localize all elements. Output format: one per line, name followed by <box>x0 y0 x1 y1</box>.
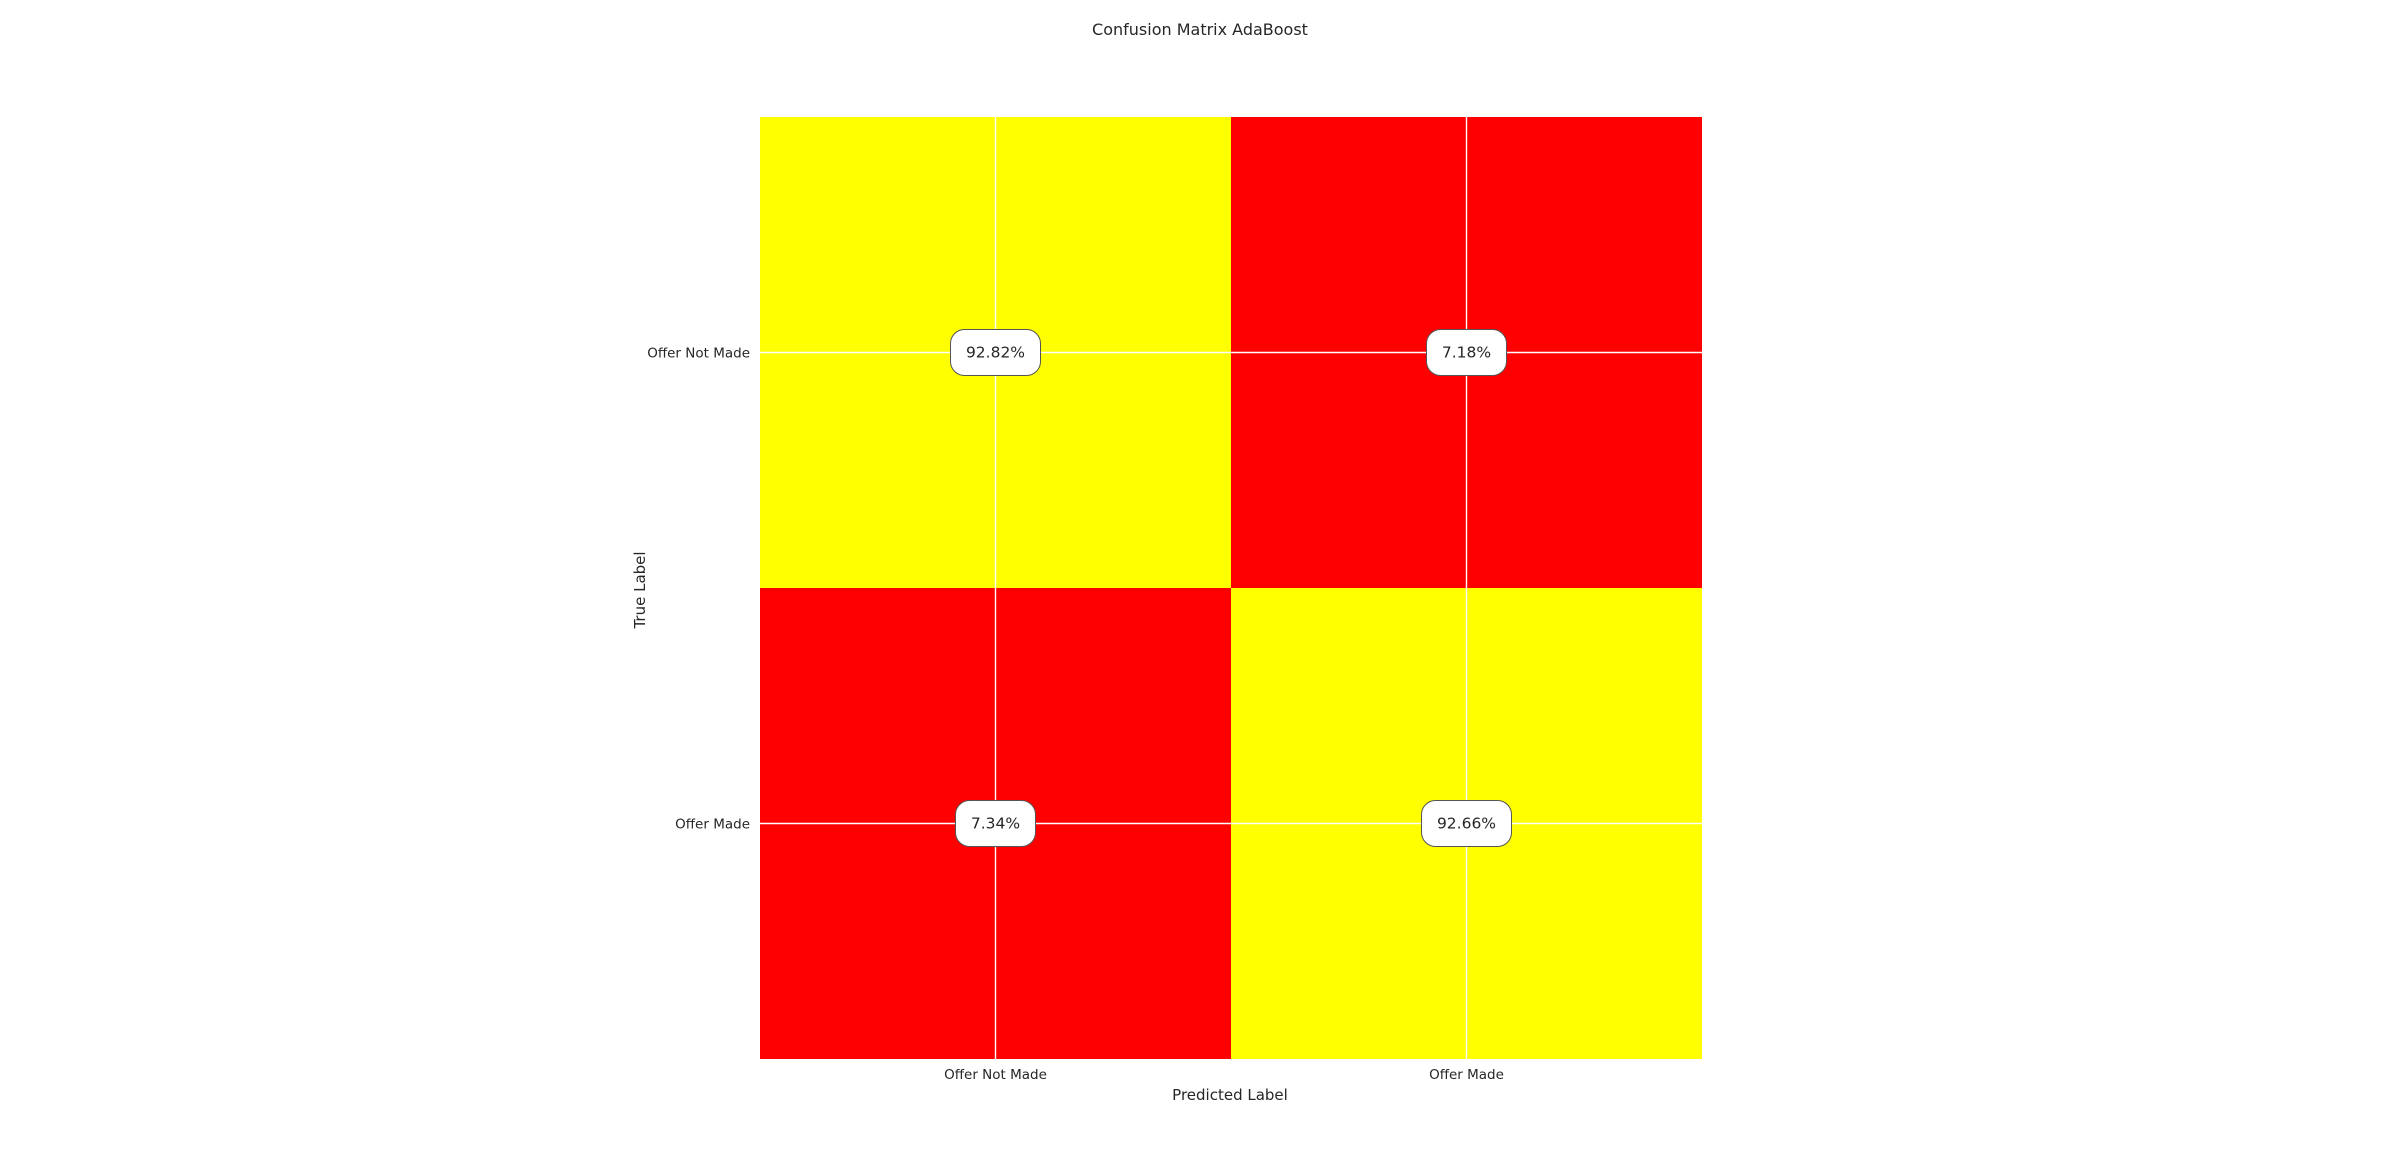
cell-label-box <box>955 800 1036 847</box>
y-tick-label: Offer Not Made <box>647 346 750 362</box>
cell-label-box <box>950 329 1041 376</box>
x-tick-label: Offer Made <box>1429 1067 1504 1083</box>
y-tick-label: Offer Made <box>675 817 750 833</box>
cell-value-label: 7.18% <box>1442 344 1491 362</box>
cell-value-label: 92.66% <box>1437 815 1496 833</box>
y-axis-label: True Label <box>631 551 649 629</box>
x-axis-label: Predicted Label <box>1172 1086 1288 1104</box>
chart-title: Confusion Matrix AdaBoost <box>1092 20 1308 39</box>
gridlines <box>760 117 1702 1059</box>
cell-value-label: 7.34% <box>971 815 1020 833</box>
x-axis-ticks: Offer Not Made Offer Made <box>944 1067 1504 1083</box>
x-tick-label: Offer Not Made <box>944 1067 1047 1083</box>
cell-label-box <box>1421 800 1512 847</box>
heatmap-cells <box>760 117 1702 1059</box>
y-axis-ticks: Offer Not Made Offer Made <box>647 346 750 833</box>
cell-labels: 92.82% 7.18% 7.34% 92.66% <box>950 329 1512 847</box>
cell-value-label: 92.82% <box>966 344 1025 362</box>
cell-label-box <box>1426 329 1507 376</box>
